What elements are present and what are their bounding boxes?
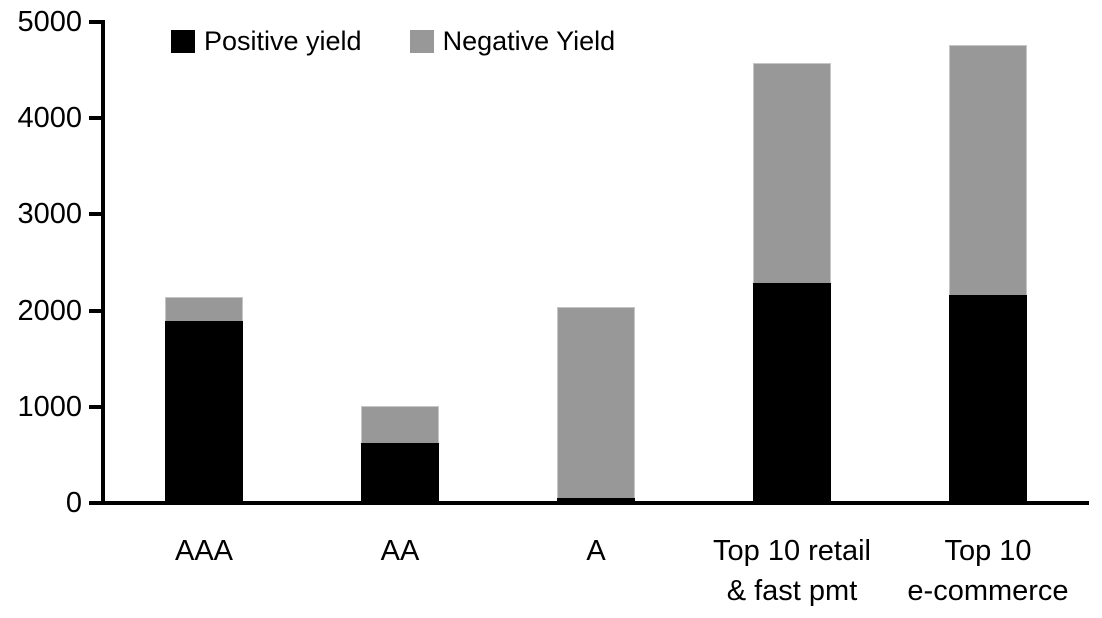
y-tick-mark <box>89 212 103 217</box>
bar-segment-positive <box>557 498 635 503</box>
y-tick-label: 5000 <box>17 6 82 38</box>
y-tick-mark <box>89 308 103 313</box>
legend-item-negative-yield: Negative Yield <box>409 26 616 56</box>
y-tick-label: 3000 <box>17 198 82 231</box>
y-tick-mark <box>89 501 103 505</box>
legend-item-positive-yield: Positive yield <box>171 28 362 55</box>
positive-yield-swatch-icon <box>171 30 195 53</box>
bar-segment-negative <box>949 45 1027 296</box>
bar-segment-positive <box>753 282 831 503</box>
bar-segment-positive <box>949 295 1027 503</box>
y-tick-mark <box>89 116 103 121</box>
bar-segment-negative <box>557 306 635 499</box>
x-axis-label: AAA <box>174 535 234 567</box>
y-axis-line <box>101 20 105 505</box>
bar-2 <box>361 405 439 503</box>
bar-1 <box>165 297 243 503</box>
bar-3 <box>557 306 635 503</box>
bar-segment-negative <box>165 297 243 322</box>
bar-5 <box>949 45 1027 503</box>
y-tick-label: 4000 <box>17 102 82 135</box>
y-tick-mark <box>89 404 103 409</box>
y-tick-label: 2000 <box>17 294 82 327</box>
legend: Positive yield Negative Yield <box>171 28 615 55</box>
legend-label-positive-yield: Positive yield <box>204 26 362 56</box>
bar-segment-positive <box>165 321 243 503</box>
y-tick-label: 1000 <box>17 390 82 423</box>
bar-segment-positive <box>361 443 439 503</box>
x-axis-label: A <box>586 535 606 567</box>
x-axis-line <box>101 501 1089 505</box>
y-tick-label: 0 <box>65 487 82 519</box>
negative-yield-swatch-icon <box>409 30 434 53</box>
y-tick-mark <box>89 20 103 24</box>
bar-segment-negative <box>753 63 831 283</box>
x-axis-label: Top 10 e-commerce <box>907 535 1069 607</box>
bar-segment-negative <box>361 405 439 444</box>
legend-label-negative-yield: Negative Yield <box>442 26 616 56</box>
x-axis-label: AA <box>380 535 420 567</box>
bar-4 <box>753 63 831 503</box>
x-axis-label: Top 10 retail & fast pmt <box>713 535 871 607</box>
